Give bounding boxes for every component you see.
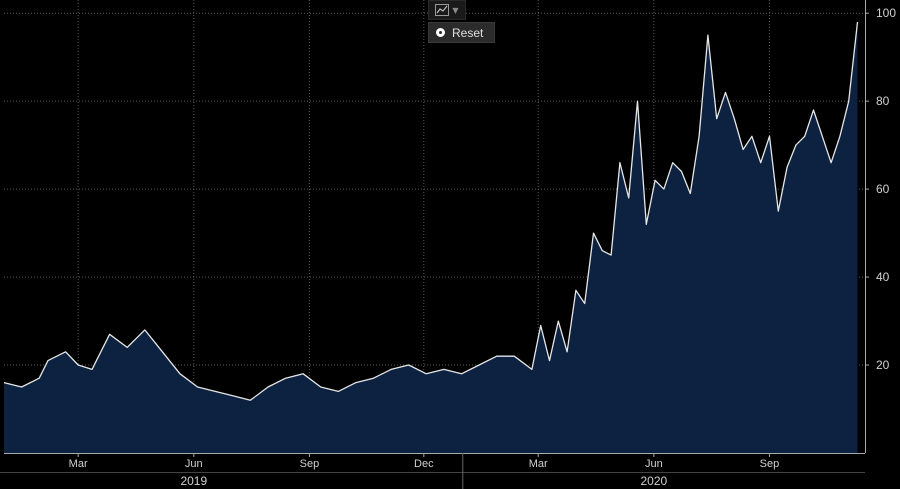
x-tick-label: Jun — [645, 458, 663, 470]
x-tick-label: Jun — [185, 458, 203, 470]
x-tick-label: Sep — [760, 458, 780, 470]
year-label: 2020 — [640, 474, 667, 488]
chart-type-selector[interactable]: ▼ — [428, 0, 466, 20]
year-label: 2019 — [180, 474, 207, 488]
y-tick-label: 60 — [876, 182, 890, 196]
x-tick-label: Sep — [300, 458, 320, 470]
chevron-down-icon: ▼ — [452, 5, 459, 15]
y-tick-label: 100 — [876, 6, 896, 20]
x-axis: Mar Jun Sep Dec Mar Jun Sep 2019 2020 — [0, 453, 865, 489]
y-tick-label: 80 — [876, 94, 890, 108]
series-area — [4, 22, 858, 453]
reset-label: Reset — [452, 25, 484, 40]
y-axis: 20 40 60 80 100 — [865, 0, 896, 453]
y-tick-label: 20 — [876, 358, 890, 372]
series-line — [3, 21, 859, 401]
reset-button[interactable]: Reset — [428, 22, 495, 43]
x-tick-label: Dec — [414, 458, 434, 470]
x-tick-label: Mar — [69, 458, 88, 470]
x-tick-label: Mar — [529, 458, 548, 470]
line-chart-icon — [435, 4, 450, 16]
radio-dot-icon — [436, 28, 445, 37]
y-tick-label: 40 — [876, 270, 890, 284]
